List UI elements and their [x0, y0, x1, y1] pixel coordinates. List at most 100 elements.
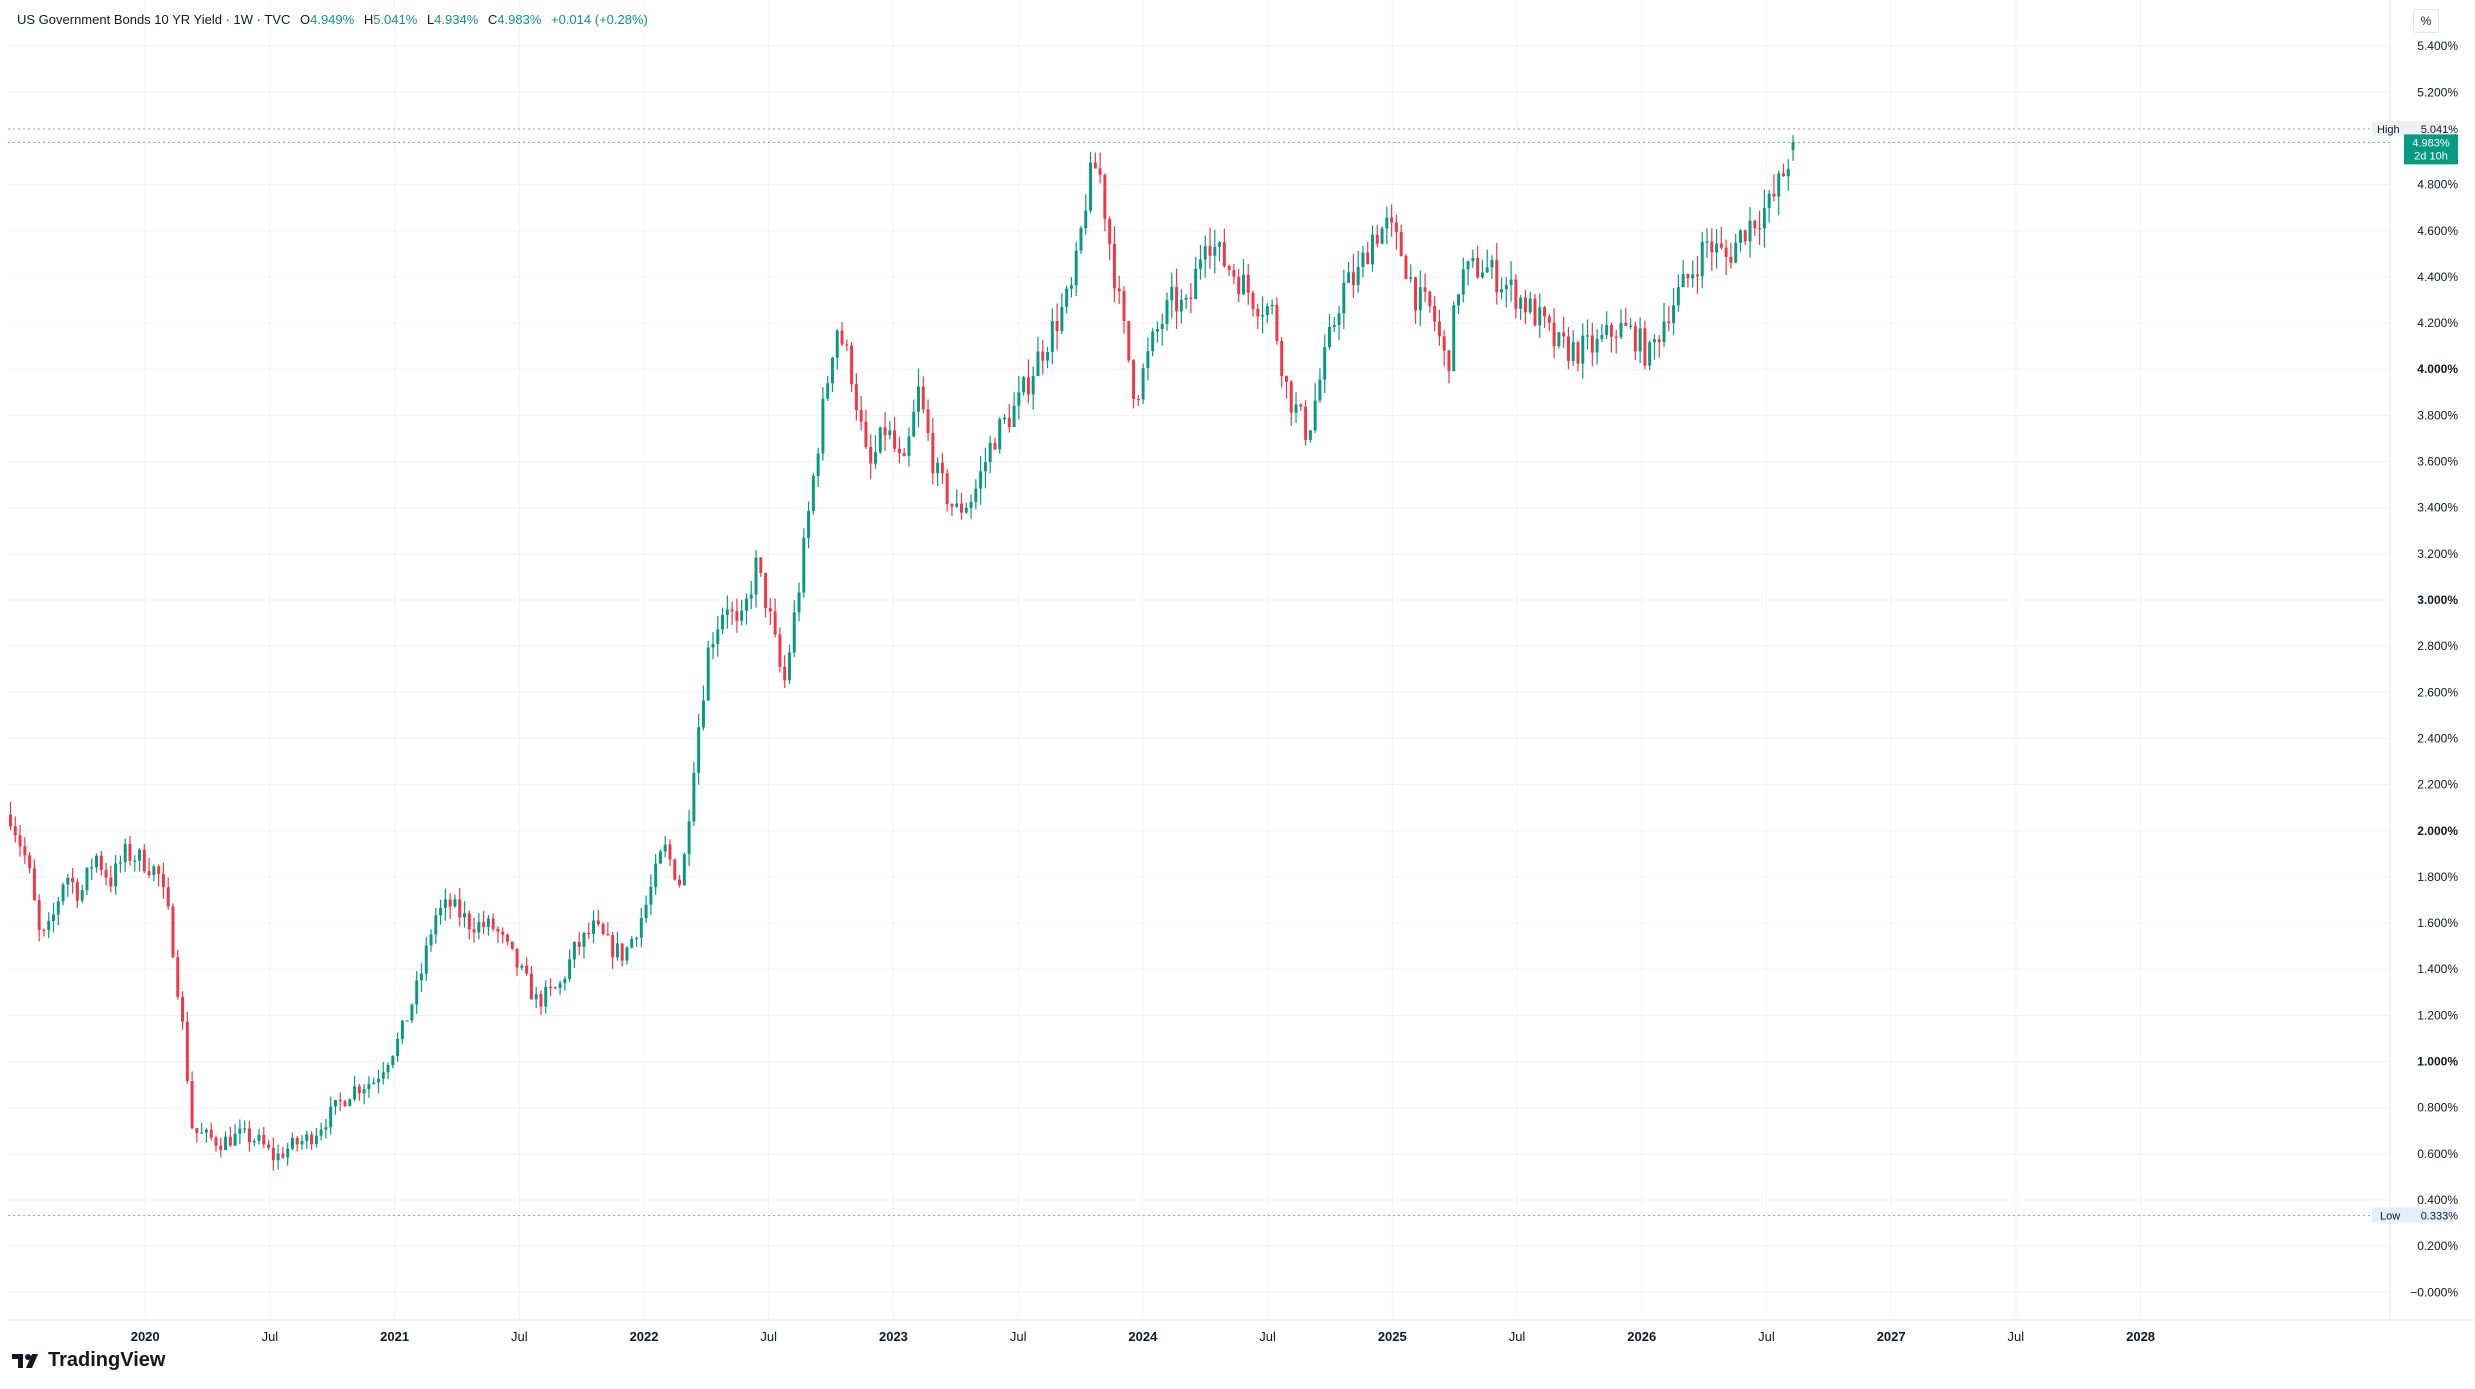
candle-body — [429, 934, 433, 946]
time-axis-tick-label: 2024 — [1128, 1329, 1158, 1344]
candle-body — [1218, 242, 1222, 247]
candle-body — [754, 557, 758, 595]
candle-body — [635, 937, 639, 939]
time-axis-tick-label: 2025 — [1378, 1329, 1407, 1344]
low-tag-background — [2372, 1207, 2454, 1223]
candle-body — [1093, 162, 1097, 169]
candle-body — [955, 503, 959, 507]
candle-body — [1442, 336, 1446, 351]
candle-body — [9, 814, 12, 827]
candle-body — [534, 994, 538, 1000]
candle-body — [1500, 289, 1504, 293]
high-low-reference-lines — [8, 128, 2390, 1216]
price-axis-tick-label: 3.800% — [2417, 408, 2458, 422]
candle-body — [1098, 168, 1102, 175]
candle-body — [1466, 261, 1470, 270]
candle-body — [582, 932, 586, 947]
symbol-legend[interactable]: US Government Bonds 10 YR Yield · 1W · T… — [17, 12, 648, 27]
candle-body — [1294, 404, 1298, 413]
candle-body — [1299, 404, 1303, 407]
candle-body — [912, 411, 916, 437]
candle-body — [515, 948, 519, 968]
candle-body — [1003, 417, 1007, 420]
candle-body — [936, 462, 940, 474]
candle-body — [453, 899, 457, 907]
tradingview-logo[interactable]: TradingView — [12, 1349, 165, 1372]
candle-body — [434, 915, 438, 935]
candle-body — [190, 1081, 194, 1129]
price-axis-background[interactable] — [2390, 0, 2475, 1320]
candle-body — [1165, 300, 1169, 324]
candle-body — [372, 1082, 376, 1084]
candle-body — [845, 344, 849, 346]
price-axis-tick-label: 1.000% — [2417, 1055, 2458, 1069]
tradingview-logo-icon — [12, 1353, 38, 1368]
candle-body — [558, 983, 562, 989]
candle-body — [1146, 351, 1150, 369]
candle-body — [1562, 332, 1566, 337]
candle-body — [271, 1147, 275, 1161]
candle-body — [1012, 405, 1016, 428]
candle-body — [1041, 351, 1045, 361]
candle-body — [1676, 287, 1680, 306]
time-axis-tick-label: 2027 — [1877, 1329, 1906, 1344]
candle-body — [458, 899, 462, 918]
candle-body — [1127, 321, 1131, 361]
candle-body — [1791, 142, 1795, 151]
candle-body — [1609, 324, 1613, 337]
candle-body — [988, 442, 992, 463]
open-label: O — [299, 12, 311, 27]
candle-body — [1160, 323, 1164, 329]
candle-body — [701, 700, 705, 728]
candle-body — [811, 475, 815, 512]
price-unit-button[interactable]: % — [2413, 9, 2439, 33]
candle-body — [333, 1100, 337, 1107]
candle-body — [219, 1145, 223, 1151]
candle-body — [357, 1086, 361, 1094]
candle-body — [1136, 399, 1140, 401]
candle-body — [864, 421, 868, 447]
candle-body — [1423, 287, 1427, 292]
time-axis-tick-label: 2020 — [131, 1329, 160, 1344]
candle-body — [147, 871, 151, 876]
price-axis-tick-label: 2.800% — [2417, 639, 2458, 653]
time-axis-tick-label: Jul — [2008, 1329, 2025, 1344]
candle-body — [28, 855, 32, 869]
candle-body — [23, 846, 27, 856]
time-axis[interactable]: 2020 Jul 2021 Jul 2022 Jul 2023 Jul 2024 Jul 2025 J… — [131, 1329, 2155, 1344]
candle-body — [907, 436, 911, 456]
candle-body — [1758, 228, 1762, 230]
candle-body — [1079, 228, 1083, 251]
candle-body — [568, 959, 572, 979]
candle-body — [572, 941, 576, 960]
candle-body — [1414, 277, 1417, 311]
candle-body — [1672, 305, 1676, 324]
candle-body — [95, 855, 98, 868]
candle-body — [850, 345, 854, 385]
candle-body — [1504, 284, 1508, 290]
last-price-value: 4.983% — [2412, 137, 2450, 149]
symbol-title[interactable]: US Government Bonds 10 YR Yield · 1W · T… — [17, 12, 291, 27]
price-axis[interactable]: −0.000% 0.200% 0.400% 0.600% 0.800% 1.000% 1.2… — [2410, 39, 2458, 1299]
high-value: 5.041% — [373, 12, 418, 27]
candle-body — [99, 855, 103, 870]
candle-body — [1155, 328, 1159, 332]
candle-body — [1232, 269, 1236, 277]
candle-body — [209, 1129, 213, 1138]
candle-body — [592, 920, 596, 934]
candle-body — [964, 507, 968, 513]
candle-body — [157, 866, 161, 875]
candle-body — [735, 611, 739, 621]
candle-body — [171, 906, 175, 958]
candle-body — [601, 924, 605, 935]
candle-body — [1390, 217, 1394, 223]
candle-body — [329, 1106, 333, 1128]
candle-body — [1648, 342, 1652, 366]
candle-body — [477, 921, 481, 933]
candle-body — [410, 1004, 414, 1021]
candle-body — [1304, 406, 1308, 440]
candle-body — [56, 901, 60, 915]
candle-body — [711, 643, 715, 648]
candle-body — [525, 965, 529, 974]
